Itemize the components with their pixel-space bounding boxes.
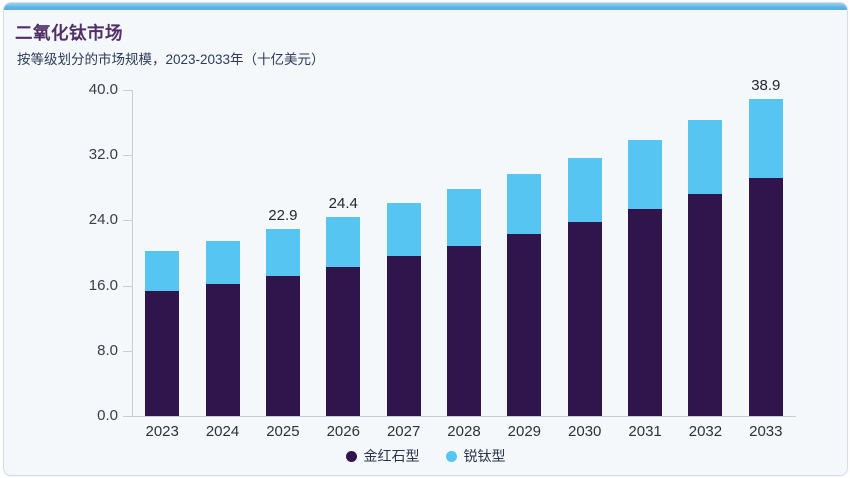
x-tick-label: 2027: [386, 423, 421, 440]
x-tick-label: 2032: [688, 423, 723, 440]
bar-value-label: 24.4: [328, 195, 358, 213]
bar-segment-anatase: [567, 157, 602, 223]
legend-label: 锐钛型: [463, 448, 506, 464]
bar-segment-anatase: [507, 173, 542, 235]
y-tick-label: 40.0: [88, 81, 118, 98]
legend-item[interactable]: 锐钛型: [445, 446, 506, 466]
bar-segment-rutile: [265, 275, 300, 416]
y-tick-label: 0.0: [97, 407, 118, 424]
bar-segment-rutile: [628, 208, 663, 416]
x-tick-label: 2024: [205, 423, 240, 440]
x-tick-label: 2028: [447, 423, 481, 440]
chart-header: 二氧化钛市场 按等级划分的市场规模，2023-2033年（十亿美元）: [15, 20, 325, 68]
bar-segment-rutile: [688, 194, 723, 416]
bar-segment-rutile: [386, 256, 421, 416]
bar-segment-anatase: [447, 189, 481, 246]
y-tick-label: 24.0: [88, 211, 118, 229]
bar-segment-anatase: [145, 251, 180, 292]
x-tick-label: 2030: [568, 423, 602, 440]
chart-card: 二氧化钛市场 按等级划分的市场规模，2023-2033年（十亿美元） 40.0 3…: [3, 2, 848, 476]
bar-segment-anatase: [205, 240, 240, 284]
y-tick-mark: [123, 220, 132, 222]
bar-segment-rutile: [205, 283, 240, 416]
legend-label: 金红石型: [363, 448, 420, 464]
bar-segment-anatase: [265, 229, 300, 276]
bar-segment-anatase: [688, 120, 723, 195]
y-tick-mark: [123, 90, 132, 91]
bar-value-label: 38.9: [751, 76, 781, 94]
bar-segment-anatase: [326, 217, 361, 267]
bar-segment-rutile: [567, 222, 602, 416]
y-tick-mark: [123, 416, 132, 417]
x-tick-label: 2026: [326, 423, 360, 440]
x-tick-label: 2031: [628, 423, 662, 440]
x-axis-line: [123, 416, 796, 417]
y-axis-line: [132, 90, 133, 416]
x-tick-label: 2029: [507, 423, 542, 440]
chart-title: 二氧化钛市场: [15, 23, 123, 43]
x-tick-label: 2025: [266, 423, 300, 440]
x-tick-label: 2023: [145, 423, 179, 440]
bar-segment-rutile: [447, 245, 481, 416]
bar-segment-anatase: [386, 203, 421, 257]
bar-segment-anatase: [748, 98, 783, 178]
y-tick-label: 16.0: [88, 276, 118, 294]
bar-segment-anatase: [628, 139, 663, 209]
x-tick-label: 2033: [749, 423, 783, 440]
legend-dot-icon: [445, 450, 457, 462]
bar-value-label: 22.9: [268, 207, 298, 225]
legend-item[interactable]: 金红石型: [345, 446, 420, 466]
y-tick-mark: [123, 350, 132, 352]
chart-subtitle: 按等级划分的市场规模，2023-2033年（十亿美元）: [17, 52, 325, 67]
y-tick-label: 32.0: [88, 146, 118, 164]
bar-segment-rutile: [748, 178, 783, 416]
legend-dot-icon: [345, 450, 357, 462]
card-accent-strip: [4, 3, 847, 10]
bar-segment-rutile: [507, 234, 542, 416]
chart-legend: 金红石型 锐钛型: [4, 446, 847, 466]
bar-segment-rutile: [326, 266, 361, 416]
y-tick-label: 8.0: [97, 341, 118, 359]
bar-segment-rutile: [145, 291, 180, 416]
y-tick-mark: [123, 285, 132, 287]
y-tick-mark: [123, 155, 132, 157]
chart-canvas: 40.0 32.0 24.0 16.0 8.0 0.0 2023 2024 2025 22.9 20…: [4, 3, 847, 475]
